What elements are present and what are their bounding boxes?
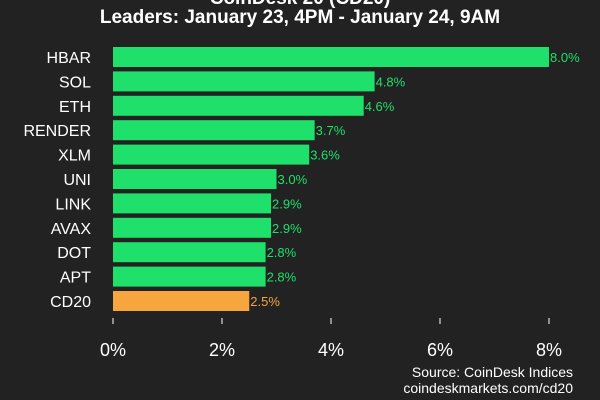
value-label: 4.6%: [365, 99, 395, 114]
category-label: XLM: [58, 148, 91, 165]
value-label: 2.8%: [267, 270, 297, 285]
bar: [113, 217, 272, 238]
bar: [113, 95, 364, 116]
source-text: Source: CoinDesk Indices: [411, 364, 573, 380]
chart-title: CoinDesk 20 (CD20): [0, 0, 600, 10]
chart-subtitle: Leaders: January 23, 4PM - January 24, 9…: [99, 7, 501, 28]
x-tick-label: 8%: [536, 340, 562, 360]
value-label: 3.7%: [316, 123, 346, 138]
category-label: ETH: [59, 99, 91, 116]
bar: [113, 242, 266, 263]
category-label: HBAR: [47, 50, 91, 67]
bar: [113, 169, 277, 189]
x-tick-label: 0%: [100, 340, 126, 360]
value-label: 2.9%: [272, 196, 302, 211]
x-tick-label: 6%: [427, 340, 453, 360]
bar: [113, 71, 375, 92]
value-label: 2.9%: [272, 221, 302, 236]
x-tick-label: 2%: [209, 340, 235, 360]
category-label: CD20: [50, 294, 91, 311]
category-label: AVAX: [51, 221, 92, 238]
value-label: 8.0%: [550, 50, 580, 65]
value-label: 3.6%: [310, 148, 340, 163]
value-label: 2.8%: [267, 245, 297, 260]
category-label: LINK: [55, 196, 91, 213]
value-label: 4.8%: [376, 74, 406, 89]
bar: [113, 47, 549, 67]
source-url: coindeskmarkets.com/cd20: [403, 380, 573, 396]
value-label: 2.5%: [250, 294, 280, 309]
category-label: UNI: [63, 172, 91, 189]
value-label: 3.0%: [278, 172, 308, 187]
bar: [113, 291, 250, 311]
bar: [113, 120, 315, 141]
x-tick-label: 4%: [318, 340, 344, 360]
category-label: RENDER: [23, 123, 91, 140]
category-label: SOL: [59, 74, 91, 91]
bar: [113, 193, 272, 214]
category-label: DOT: [57, 245, 91, 262]
bar: [113, 266, 266, 287]
bar: [113, 144, 310, 165]
category-label: APT: [60, 270, 91, 287]
